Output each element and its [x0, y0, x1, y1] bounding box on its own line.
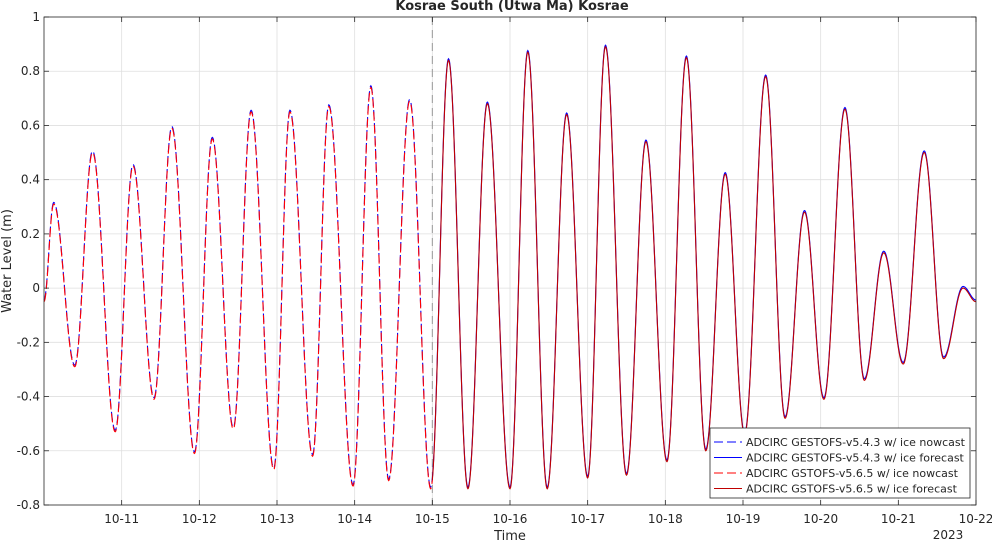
x-tick-label: 10-12 [182, 512, 217, 526]
y-tick-label: -0.8 [17, 498, 40, 512]
y-tick-label: 0.2 [21, 227, 40, 241]
x-tick-label: 10-16 [493, 512, 528, 526]
legend-label-3: ADCIRC GSTOFS-v5.6.5 w/ ice nowcast [746, 467, 959, 480]
legend-box [709, 427, 971, 499]
x-tick-label: 10-13 [260, 512, 295, 526]
y-tick-label: 0.4 [21, 173, 40, 187]
x-tick-label: 10-15 [415, 512, 450, 526]
y-tick-label: -0.2 [17, 335, 40, 349]
x-tick-label: 10-21 [881, 512, 916, 526]
x-tick-label: 10-20 [803, 512, 838, 526]
series-line-4 [431, 45, 977, 490]
legend: ADCIRC GESTOFS-v5.4.3 w/ ice nowcast ADCI… [709, 427, 971, 499]
x-tick-label: 10-19 [726, 512, 761, 526]
x-tick-label: 10-11 [104, 512, 139, 526]
legend-label-2: ADCIRC GESTOFS-v5.4.3 w/ ice forecast [746, 452, 965, 465]
y-tick-label: -0.4 [17, 390, 40, 404]
x-tick-label: 10-14 [337, 512, 372, 526]
y-tick-label: 0 [32, 281, 40, 295]
y-axis-label: Water Level (m) [0, 209, 15, 313]
y-tick-label: 0.8 [21, 64, 40, 78]
y-tick-label: -0.6 [17, 444, 40, 458]
y-tick-label: 1 [32, 10, 40, 24]
y-tick-label: 0.6 [21, 118, 40, 132]
x-tick-label: 10-17 [570, 512, 605, 526]
legend-label-1: ADCIRC GESTOFS-v5.4.3 w/ ice nowcast [746, 436, 966, 449]
x-tick-label: 10-22 [959, 512, 992, 526]
chart-title: Kosrae South (Utwa Ma) Kosrae [395, 0, 628, 14]
grid-lines [44, 16, 977, 506]
x-axis-label: Time [493, 529, 526, 541]
series-layer [43, 44, 977, 490]
legend-label-4: ADCIRC GSTOFS-v5.6.5 w/ ice forecast [746, 483, 958, 496]
x-tick-label: 10-18 [648, 512, 683, 526]
y-axis-ticks: -0.8 -0.6 -0.4 -0.2 0 0.2 0.4 0.6 0.8 1 [17, 10, 976, 512]
series-line-3 [43, 86, 433, 490]
x-axis-year-label: 2023 [933, 528, 964, 541]
x-axis-ticks: 10-11 10-12 10-13 10-14 10-15 10-16 10-17 10-18… [104, 17, 992, 526]
